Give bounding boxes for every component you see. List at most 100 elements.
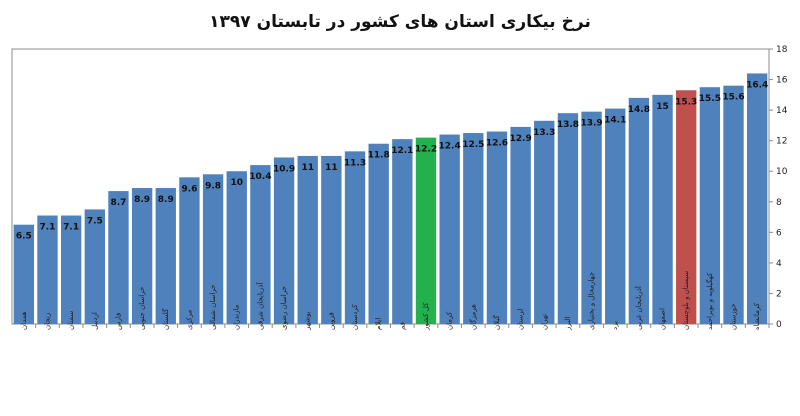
y-tick-label: 16	[776, 76, 788, 86]
y-tick-label: 12	[776, 137, 787, 147]
bar	[439, 134, 460, 324]
bar	[652, 94, 673, 324]
y-tick-label: 10	[776, 167, 788, 177]
bar-value-label: 13.9	[580, 119, 602, 129]
bar-value-label: 11	[325, 163, 338, 173]
bar	[297, 155, 318, 324]
bar-value-label: 9.6	[181, 184, 197, 194]
bar	[202, 174, 224, 324]
x-tick-label: اردبیل	[91, 312, 99, 330]
bar	[321, 155, 342, 324]
y-tick-label: 2	[776, 289, 782, 299]
bar-value-label: 8.9	[134, 195, 150, 205]
x-tick-label: کرمان	[446, 311, 454, 330]
x-tick-label: بوشهر	[304, 311, 312, 331]
x-tick-label: مرکزی	[185, 309, 193, 330]
x-tick-label: اصفهان	[659, 308, 667, 330]
bar	[226, 171, 247, 324]
x-tick-label: گیلان	[492, 315, 501, 330]
x-tick-label: مازندران	[233, 304, 241, 330]
bar-value-label: 10	[230, 178, 243, 188]
bar	[628, 97, 650, 324]
bar-value-label: 12.4	[439, 142, 461, 152]
bar	[84, 209, 105, 324]
bar-value-label: 13.3	[533, 128, 555, 138]
y-tick-label: 8	[776, 198, 782, 208]
bar-value-label: 13.8	[557, 120, 579, 130]
x-tick-label: البرز	[564, 317, 572, 331]
bar-value-label: 14.8	[628, 105, 650, 115]
bar	[60, 215, 82, 324]
bar	[131, 188, 153, 324]
bar	[581, 111, 602, 324]
bar	[37, 215, 58, 324]
x-tick-label: همدان	[20, 311, 28, 330]
bar-value-label: 12.5	[462, 140, 484, 150]
x-tick-label: سیستان و بلوچستان	[682, 271, 690, 330]
x-tick-label: هرمزگان	[468, 304, 477, 330]
bar-value-label: 12.1	[391, 146, 413, 156]
bar	[676, 90, 697, 324]
bar	[392, 139, 413, 324]
bar	[368, 143, 389, 324]
bar	[463, 133, 484, 324]
x-tick-label: کهگیلویه و بویراحمد	[705, 272, 714, 330]
bar-value-label: 7.5	[87, 216, 103, 226]
bar	[486, 131, 508, 324]
bar-value-label: 12.2	[415, 145, 437, 155]
x-tick-label: فارس	[114, 313, 122, 330]
x-tick-label: ایلام	[375, 318, 383, 330]
y-tick-label: 18	[776, 45, 788, 55]
x-tick-label: زنجان	[43, 313, 51, 330]
x-tick-label: کرمانشاه	[753, 302, 761, 330]
chart-title: نرخ بیکاری استان های کشور در تابستان ۱۳۹…	[209, 12, 591, 32]
x-tick-label: آذربایجان شرقی	[255, 282, 264, 330]
bar-value-label: 16.4	[746, 80, 768, 90]
y-tick-label: 0	[776, 320, 782, 330]
bar-value-label: 10.9	[273, 164, 295, 174]
bar	[344, 151, 366, 324]
x-tick-label: یزد	[611, 321, 619, 330]
bar-value-label: 15.5	[699, 94, 721, 104]
bar	[108, 191, 129, 324]
bar	[155, 188, 176, 324]
x-tick-label: خراسان شمالی	[209, 284, 217, 330]
y-tick-label: 6	[776, 228, 782, 238]
y-tick-label: 4	[776, 259, 782, 269]
bar	[699, 87, 721, 324]
bar-value-label: 9.8	[205, 181, 221, 191]
x-tick-label: کردستان	[351, 304, 359, 330]
bar	[179, 177, 200, 324]
bar-value-label: 11.8	[368, 151, 390, 161]
x-tick-label: قزوین	[327, 312, 335, 330]
y-tick-label: 14	[776, 106, 788, 116]
bar	[534, 120, 555, 324]
bar-value-label: 11	[301, 163, 314, 173]
bar-value-label: 12.6	[486, 139, 508, 149]
bar-value-label: 14.1	[604, 116, 626, 126]
bar	[250, 165, 271, 324]
bar-value-label: 7.1	[40, 223, 56, 233]
bar-value-label: 8.7	[110, 198, 126, 208]
plot-area: 0 2 4 6 8 10 12 14 16 18 6.5 همدان 7.1 زنجان 7.1 سمنان 7…	[11, 45, 788, 331]
x-tick-label: خوزستان	[730, 303, 738, 330]
bar-value-label: 15	[656, 102, 669, 112]
bar-value-label: 15.3	[675, 97, 697, 107]
x-tick-label: تهران	[540, 314, 548, 330]
x-tick-label: لرستان	[517, 309, 525, 330]
bar-value-label: 7.1	[63, 223, 79, 233]
bar-value-label: 6.5	[16, 232, 32, 242]
bar	[510, 126, 531, 325]
bar-value-label: 11.3	[344, 158, 366, 168]
bar-value-label: 8.9	[158, 195, 174, 205]
bar-value-label: 15.6	[722, 93, 744, 103]
bar	[605, 108, 626, 324]
x-tick-label: قم	[398, 322, 406, 330]
bar	[746, 73, 768, 324]
x-tick-label: سمنان	[67, 311, 75, 330]
bar	[13, 224, 35, 324]
x-tick-label: خراسان رضوی	[280, 286, 288, 330]
bar	[273, 157, 295, 324]
